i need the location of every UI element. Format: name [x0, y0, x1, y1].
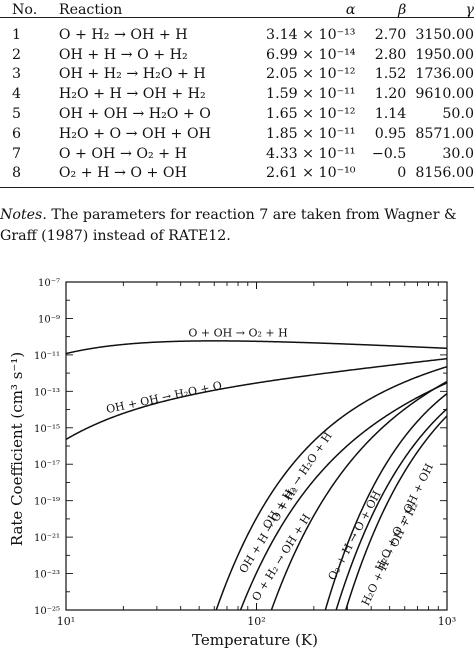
row-alpha: 2.61 × 10⁻¹⁰ — [266, 165, 356, 182]
row-alpha: 6.99 × 10⁻¹⁴ — [266, 46, 356, 63]
table-row: 6 H₂O + O → OH + OH 1.85 × 10⁻¹¹ 0.95 85… — [0, 124, 474, 144]
table-row: 2 OH + H → O + H₂ 6.99 × 10⁻¹⁴ 2.80 1950… — [0, 45, 474, 65]
table-row: 4 H₂O + H → OH + H₂ 1.59 × 10⁻¹¹ 1.20 96… — [0, 84, 474, 104]
row-reaction: OH + OH → H₂O + O — [58, 106, 211, 123]
row-gamma: 9610.00 — [415, 86, 474, 103]
y-axis-label: Rate Coefficient (cm³ s⁻¹) — [8, 352, 26, 546]
y-tick-label: 10⁻¹⁹ — [34, 497, 60, 508]
row-no: 2 — [12, 46, 22, 63]
curve-line — [344, 415, 447, 610]
row-reaction: O + H₂ → OH + H — [58, 26, 188, 43]
row-no: 3 — [12, 66, 22, 83]
row-beta: 2.70 — [374, 26, 407, 43]
curve-line — [324, 393, 447, 610]
row-reaction: H₂O + O → OH + OH — [58, 125, 211, 142]
table-bottom-rule — [0, 187, 474, 188]
row-reaction: OH + H → O + H₂ — [58, 46, 188, 63]
row-beta: −0.5 — [371, 145, 407, 162]
row-alpha: 2.05 × 10⁻¹² — [266, 66, 356, 83]
curve-line — [66, 340, 447, 355]
row-alpha: 3.14 × 10⁻¹³ — [266, 26, 356, 43]
y-tick-label: 10⁻²¹ — [34, 533, 60, 544]
row-gamma: 8156.00 — [415, 165, 474, 182]
curve-line — [66, 357, 447, 441]
row-beta: 0 — [397, 165, 407, 182]
row-gamma: 30.0 — [442, 145, 474, 162]
y-tick-label: 10⁻⁹ — [38, 314, 60, 325]
reaction-table: No. Reaction α β γ 1 O + H₂ → OH + H 3.1… — [0, 0, 474, 183]
axis-ticks: 10¹ 10² 10³ 10⁻²⁵ 10⁻²³ 10⁻²¹ 10⁻¹⁹ 10⁻¹⁷ 10⁻¹⁵ 1… — [34, 278, 456, 628]
y-tick-label: 10⁻²⁵ — [34, 606, 60, 617]
row-alpha: 1.59 × 10⁻¹¹ — [266, 86, 356, 103]
row-beta: 1.20 — [374, 86, 407, 103]
row-alpha: 1.65 × 10⁻¹² — [266, 106, 356, 123]
notes-label: Notes. — [0, 207, 47, 223]
header-gamma: γ — [465, 2, 474, 18]
row-no: 5 — [12, 106, 22, 123]
curve-line — [335, 408, 447, 610]
table-row: 1 O + H₂ → OH + H 3.14 × 10⁻¹³ 2.70 3150… — [0, 25, 474, 45]
header-no: No. — [12, 2, 38, 18]
table-row: 3 OH + H₂ → H₂O + H 2.05 × 10⁻¹² 1.52 17… — [0, 65, 474, 85]
row-reaction: H₂O + H → OH + H₂ — [58, 86, 206, 103]
row-gamma: 50.0 — [442, 106, 474, 123]
row-gamma: 1950.00 — [415, 46, 474, 63]
row-alpha: 1.85 × 10⁻¹¹ — [266, 125, 356, 142]
row-no: 8 — [12, 165, 22, 182]
row-gamma: 8571.00 — [415, 125, 474, 142]
y-tick-label: 10⁻¹¹ — [34, 351, 60, 362]
x-tick-label: 10³ — [438, 615, 456, 628]
x-tick-label: 10¹ — [57, 615, 75, 628]
x-tick-label: 10² — [247, 615, 265, 628]
header-beta: β — [398, 2, 407, 18]
chart-curves — [66, 340, 447, 610]
notes-text: The parameters for reaction 7 are taken … — [0, 207, 457, 244]
curve-line — [239, 382, 447, 610]
rate-coefficient-chart: 10¹ 10² 10³ 10⁻²⁵ 10⁻²³ 10⁻²¹ 10⁻¹⁹ 10⁻¹⁷ 10⁻¹⁵ 1… — [8, 278, 456, 649]
header-reaction: Reaction — [58, 2, 123, 18]
row-reaction: OH + H₂ → H₂O + H — [58, 66, 206, 83]
row-no: 1 — [12, 26, 22, 43]
x-axis-label: Temperature (K) — [192, 631, 318, 649]
row-beta: 1.14 — [374, 106, 407, 123]
row-gamma: 1736.00 — [415, 66, 474, 83]
table-row: 7 O + OH → O₂ + H 4.33 × 10⁻¹¹ −0.5 30.0 — [0, 144, 474, 164]
table-row: 5 OH + OH → H₂O + O 1.65 × 10⁻¹² 1.14 50… — [0, 104, 474, 124]
row-no: 4 — [12, 86, 22, 103]
row-gamma: 3150.00 — [415, 26, 474, 43]
row-reaction: O₂ + H → O + OH — [58, 165, 187, 182]
y-tick-label: 10⁻⁷ — [38, 278, 60, 289]
curve-label: O + OH → O₂ + H — [188, 327, 287, 340]
curve-labels: O + OH → O₂ + HOH + OH → H₂O + OOH + H₂ … — [105, 327, 436, 608]
row-reaction: O + OH → O₂ + H — [58, 145, 187, 162]
y-tick-label: 10⁻¹³ — [34, 387, 60, 398]
header-alpha: α — [345, 2, 356, 18]
table-top-rule — [0, 17, 474, 18]
y-tick-label: 10⁻¹⁵ — [34, 424, 60, 435]
row-no: 7 — [12, 145, 22, 162]
curve-line — [270, 380, 447, 610]
table-header-row: No. Reaction α β γ — [0, 0, 474, 20]
table-row: 8 O₂ + H → O + OH 2.61 × 10⁻¹⁰ 0 8156.00 — [0, 164, 474, 184]
y-tick-label: 10⁻²³ — [34, 570, 60, 581]
curve-label: OH + OH → H₂O + O — [105, 379, 223, 416]
y-tick-label: 10⁻¹⁷ — [34, 460, 60, 471]
row-beta: 2.80 — [374, 46, 407, 63]
curve-line — [215, 365, 447, 610]
row-beta: 1.52 — [374, 66, 407, 83]
row-beta: 0.95 — [374, 125, 407, 142]
row-alpha: 4.33 × 10⁻¹¹ — [266, 145, 356, 162]
table-notes: Notes. The parameters for reaction 7 are… — [0, 205, 474, 247]
row-no: 6 — [12, 125, 22, 142]
